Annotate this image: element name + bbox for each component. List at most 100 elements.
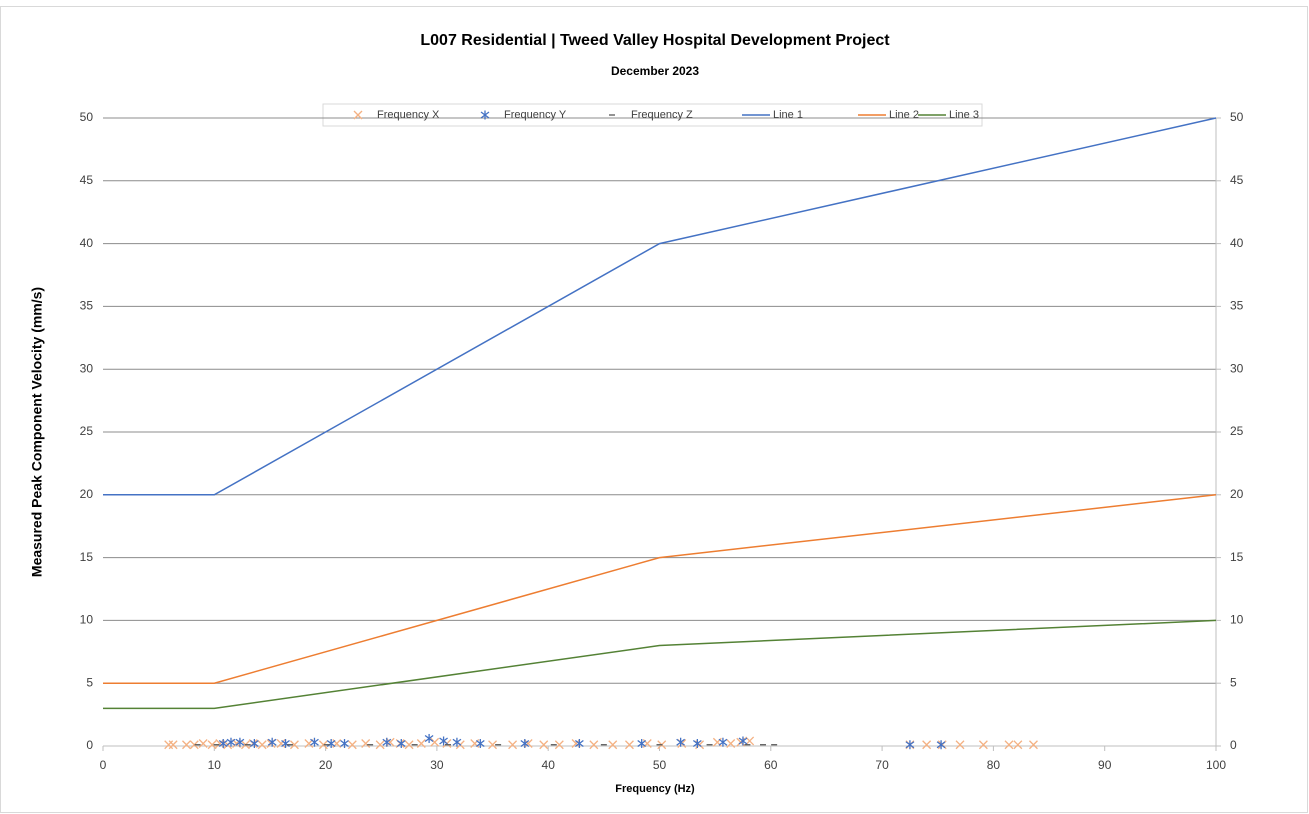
marker xyxy=(382,737,392,747)
marker-stroke xyxy=(589,740,599,750)
marker xyxy=(488,740,498,750)
marker xyxy=(276,739,286,748)
marker xyxy=(608,740,618,750)
marker xyxy=(310,737,319,747)
marker xyxy=(361,739,371,748)
marker xyxy=(936,740,946,750)
marker xyxy=(539,740,549,750)
chart-frame xyxy=(0,6,1308,813)
legend-label: Frequency Z xyxy=(631,109,693,121)
y-tick-label: 0 xyxy=(86,738,93,752)
marker xyxy=(1013,740,1023,750)
marker xyxy=(475,738,485,748)
legend-box xyxy=(322,103,983,127)
marker-stroke xyxy=(726,739,736,748)
marker-stroke xyxy=(361,739,371,748)
marker xyxy=(326,738,336,748)
marker-stroke xyxy=(488,740,498,750)
marker xyxy=(226,737,236,747)
marker xyxy=(508,740,518,750)
marker-stroke xyxy=(922,740,932,750)
x-tick-label: 70 xyxy=(875,758,889,772)
marker xyxy=(978,740,988,750)
marker-stroke xyxy=(257,740,267,750)
y2-tick-label: 35 xyxy=(1230,299,1244,313)
marker xyxy=(215,739,225,748)
marker-stroke xyxy=(608,740,618,750)
marker-stroke xyxy=(416,739,426,748)
marker xyxy=(404,740,414,750)
marker xyxy=(182,740,191,750)
marker-stroke xyxy=(168,740,178,750)
marker-stroke xyxy=(215,739,225,748)
marker xyxy=(207,740,217,750)
y-tick-label: 30 xyxy=(80,361,94,375)
marker xyxy=(198,739,208,748)
y-tick-label: 10 xyxy=(80,613,94,627)
x-tick-label: 90 xyxy=(1098,758,1112,772)
line-series xyxy=(103,619,1217,710)
y-tick-label: 20 xyxy=(80,487,94,501)
marker xyxy=(589,740,599,750)
x-tick-label: 80 xyxy=(987,758,1001,772)
marker-stroke xyxy=(276,739,286,748)
marker xyxy=(574,738,584,748)
marker-stroke xyxy=(978,740,988,750)
x-axis-label: Frequency (Hz) xyxy=(615,783,695,795)
marker xyxy=(439,736,448,746)
marker xyxy=(257,740,267,750)
legend-label: Line 3 xyxy=(949,109,979,121)
marker-stroke xyxy=(347,740,357,750)
x-tick-label: 50 xyxy=(653,758,667,772)
marker-stroke xyxy=(1013,740,1023,750)
marker xyxy=(424,733,434,743)
marker xyxy=(189,740,199,750)
y-tick-label: 5 xyxy=(86,675,93,689)
marker xyxy=(168,740,178,750)
marker-stroke xyxy=(189,740,199,750)
marker-stroke xyxy=(289,740,299,750)
marker xyxy=(452,737,462,747)
marker xyxy=(416,739,426,748)
marker xyxy=(353,110,363,120)
y-tick-label: 40 xyxy=(80,236,94,250)
marker-stroke xyxy=(539,740,549,750)
y2-tick-label: 10 xyxy=(1230,613,1244,627)
marker-stroke xyxy=(385,737,395,747)
line-series xyxy=(103,494,1217,684)
legend-label: Line 2 xyxy=(889,109,919,121)
marker xyxy=(738,736,748,746)
chart-title: L007 Residential | Tweed Valley Hospital… xyxy=(420,32,890,49)
chart-subtitle: December 2023 xyxy=(611,64,699,78)
marker xyxy=(520,738,530,748)
marker-stroke xyxy=(353,110,363,120)
marker xyxy=(218,738,228,748)
marker xyxy=(385,737,395,747)
x-tick-label: 100 xyxy=(1206,758,1226,772)
y-tick-label: 45 xyxy=(80,173,94,187)
y2-tick-label: 15 xyxy=(1230,550,1244,564)
y-axis-label: Measured Peak Component Velocity (mm/s) xyxy=(29,287,45,577)
marker xyxy=(955,740,965,750)
marker-stroke xyxy=(404,740,414,750)
y2-tick-label: 25 xyxy=(1230,424,1244,438)
marker xyxy=(281,738,290,748)
x-tick-label: 0 xyxy=(100,758,107,772)
y2-tick-label: 30 xyxy=(1230,361,1244,375)
marker-stroke xyxy=(430,737,440,747)
marker xyxy=(347,740,357,750)
marker xyxy=(340,738,349,748)
y2-tick-label: 20 xyxy=(1230,487,1244,501)
marker xyxy=(235,737,245,747)
marker xyxy=(375,740,385,750)
marker xyxy=(1004,740,1014,750)
marker-stroke xyxy=(554,740,564,750)
marker xyxy=(396,738,406,748)
marker-stroke xyxy=(318,740,328,750)
marker-stroke xyxy=(198,739,208,748)
marker xyxy=(480,110,490,120)
legend-label: Frequency Y xyxy=(504,109,567,121)
marker-stroke xyxy=(955,740,965,750)
y-tick-label: 25 xyxy=(80,424,94,438)
marker xyxy=(267,737,277,747)
